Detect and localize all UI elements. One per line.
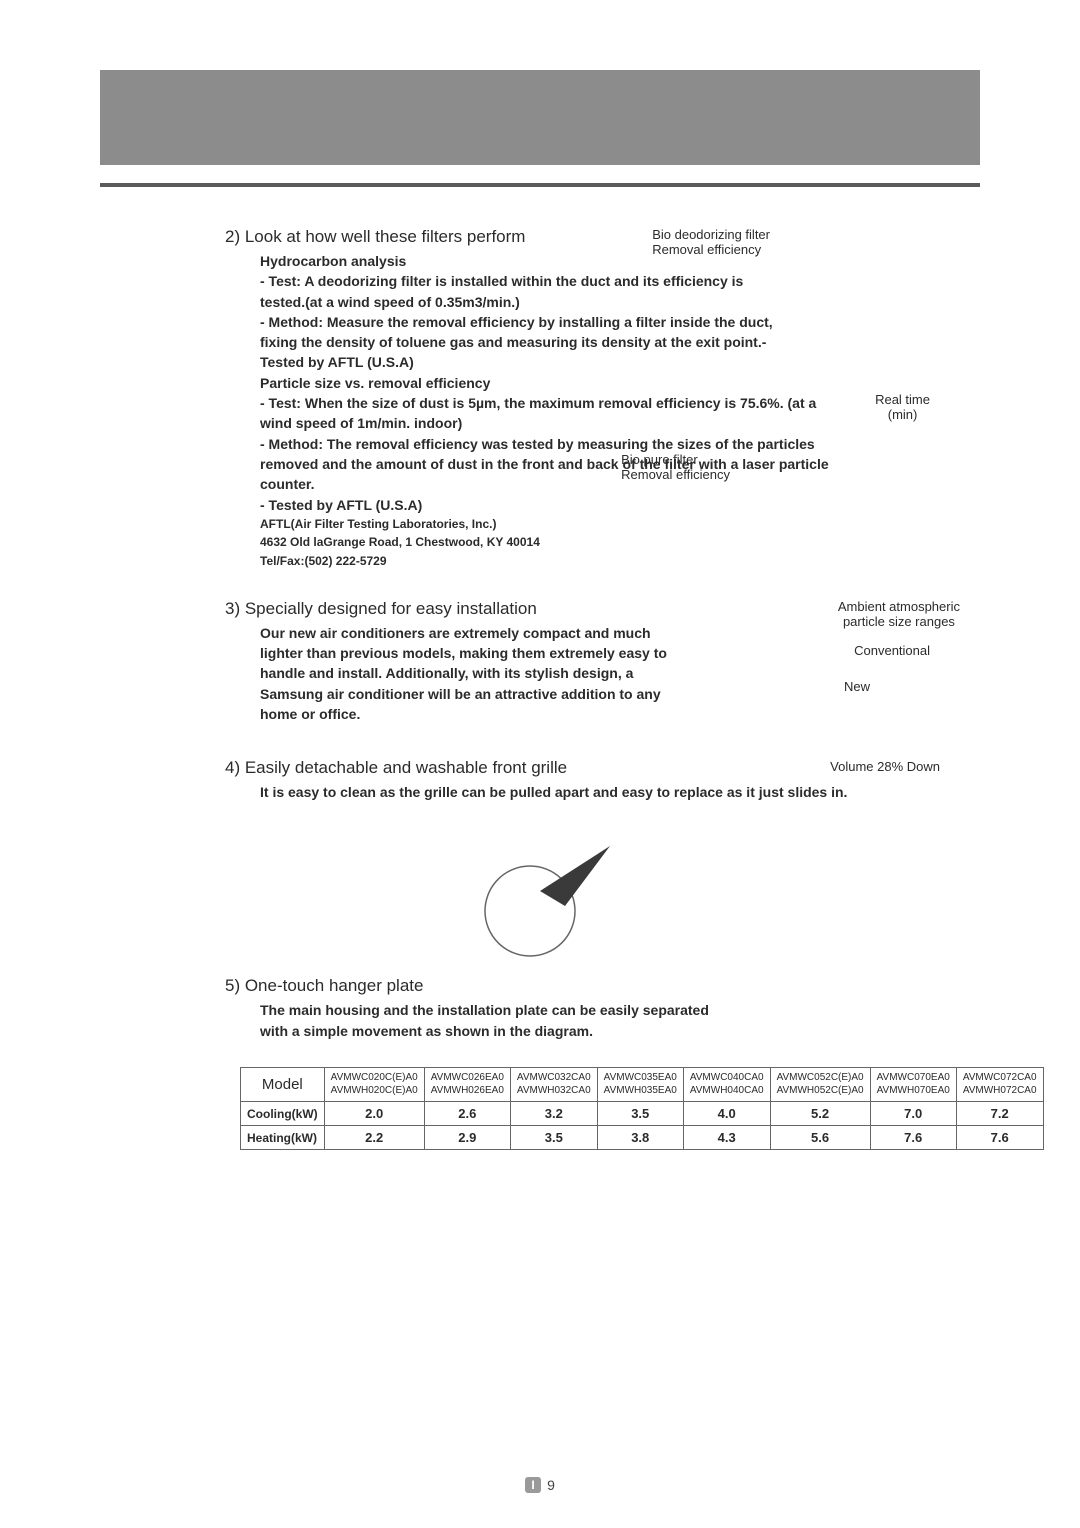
table-cell: 2.6 bbox=[424, 1102, 510, 1126]
col-head-bot: AVMWH032CA0 bbox=[510, 1085, 597, 1102]
table-cell: 3.2 bbox=[510, 1102, 597, 1126]
col-head-top: AVMWC040CA0 bbox=[683, 1068, 770, 1085]
page-number: 9 bbox=[547, 1477, 555, 1493]
particle-method: - Method: The removal efficiency was tes… bbox=[100, 434, 860, 495]
section-5: 5) One-touch hanger plate The main housi… bbox=[100, 976, 980, 1041]
caption-bio-deo-text: Bio deodorizing filter bbox=[652, 227, 770, 242]
col-head-bot: AVMWH052C(E)A0 bbox=[770, 1085, 870, 1102]
table-cell: 4.3 bbox=[683, 1126, 770, 1150]
table-cell: 3.8 bbox=[597, 1126, 683, 1150]
section-5-body: The main housing and the installation pl… bbox=[100, 1000, 720, 1041]
caption-realtime-text: Real time bbox=[875, 392, 930, 407]
table-row-cooling: Cooling(kW) 2.0 2.6 3.2 3.5 4.0 5.2 7.0 … bbox=[241, 1102, 1044, 1126]
table-cell: 7.6 bbox=[956, 1126, 1043, 1150]
col-head-bot: AVMWH020C(E)A0 bbox=[324, 1085, 424, 1102]
aftl-line-3: Tel/Fax:(502) 222-5729 bbox=[100, 552, 980, 571]
caption-volume-down: Volume 28% Down bbox=[830, 759, 940, 774]
hanger-figure bbox=[470, 826, 610, 966]
table-header-row-1: Model AVMWC020C(E)A0 AVMWC026EA0 AVMWC03… bbox=[241, 1068, 1044, 1085]
col-head-bot: AVMWH070EA0 bbox=[870, 1085, 956, 1102]
col-head-bot: AVMWH026EA0 bbox=[424, 1085, 510, 1102]
col-head-top: AVMWC032CA0 bbox=[510, 1068, 597, 1085]
caption-bio-pure: Bio pure filter Removal efficiency bbox=[621, 452, 730, 482]
table-cell: 2.0 bbox=[324, 1102, 424, 1126]
hydrocarbon-method: - Method: Measure the removal efficiency… bbox=[100, 312, 780, 373]
caption-ambient-2: particle size ranges bbox=[838, 614, 960, 629]
col-head-bot: AVMWH040CA0 bbox=[683, 1085, 770, 1102]
caption-conventional: Conventional bbox=[854, 643, 930, 658]
caption-volume-text: Volume 28% Down bbox=[830, 759, 940, 774]
table-cell: 2.9 bbox=[424, 1126, 510, 1150]
row-label-heating: Heating(kW) bbox=[241, 1126, 325, 1150]
page-footer: I 9 bbox=[0, 1477, 1080, 1493]
col-head-bot: AVMWH072CA0 bbox=[956, 1085, 1043, 1102]
content: 2) Look at how well these filters perfor… bbox=[100, 227, 980, 1150]
col-head-top: AVMWC070EA0 bbox=[870, 1068, 956, 1085]
table-cell: 3.5 bbox=[597, 1102, 683, 1126]
table-cell: 3.5 bbox=[510, 1126, 597, 1150]
section-3: 3) Specially designed for easy installat… bbox=[100, 599, 980, 724]
spec-table: Model AVMWC020C(E)A0 AVMWC026EA0 AVMWC03… bbox=[240, 1067, 1044, 1150]
footer-bullet-icon: I bbox=[525, 1477, 541, 1493]
table-header-row-2: AVMWH020C(E)A0 AVMWH026EA0 AVMWH032CA0 A… bbox=[241, 1085, 1044, 1102]
caption-ambient: Ambient atmospheric particle size ranges bbox=[838, 599, 960, 629]
caption-bio-pure-text: Bio pure filter bbox=[621, 452, 730, 467]
section-4-body: It is easy to clean as the grille can be… bbox=[100, 782, 980, 802]
col-head-top: AVMWC072CA0 bbox=[956, 1068, 1043, 1085]
hydrocarbon-test: - Test: A deodorizing filter is installe… bbox=[100, 271, 780, 312]
col-head-top: AVMWC020C(E)A0 bbox=[324, 1068, 424, 1085]
table-cell: 5.6 bbox=[770, 1126, 870, 1150]
caption-realtime: Real time (min) bbox=[875, 392, 930, 422]
caption-ambient-1: Ambient atmospheric bbox=[838, 599, 960, 614]
table-cell: 7.2 bbox=[956, 1102, 1043, 1126]
table-cell: 7.6 bbox=[870, 1126, 956, 1150]
col-head-top: AVMWC052C(E)A0 bbox=[770, 1068, 870, 1085]
header-underline bbox=[100, 183, 980, 187]
page: 2) Look at how well these filters perfor… bbox=[0, 0, 1080, 1528]
caption-removal-eff-2: Removal efficiency bbox=[621, 467, 730, 482]
table-row-heating: Heating(kW) 2.2 2.9 3.5 3.8 4.3 5.6 7.6 … bbox=[241, 1126, 1044, 1150]
caption-bio-deodorizing: Bio deodorizing filter Removal efficienc… bbox=[652, 227, 770, 257]
table-cell: 7.0 bbox=[870, 1102, 956, 1126]
caption-conventional-text: Conventional bbox=[854, 643, 930, 658]
particle-test: - Test: When the size of dust is 5µm, th… bbox=[100, 393, 820, 434]
table-cell: 2.2 bbox=[324, 1126, 424, 1150]
model-label-cell: Model bbox=[241, 1068, 325, 1102]
section-2: 2) Look at how well these filters perfor… bbox=[100, 227, 980, 571]
particle-heading: Particle size vs. removal efficiency bbox=[100, 373, 780, 393]
section-5-heading: 5) One-touch hanger plate bbox=[100, 976, 980, 996]
col-head-top: AVMWC026EA0 bbox=[424, 1068, 510, 1085]
section-3-body: Our new air conditioners are extremely c… bbox=[100, 623, 680, 724]
col-head-top: AVMWC035EA0 bbox=[597, 1068, 683, 1085]
caption-min-text: (min) bbox=[875, 407, 930, 422]
particle-tested-by: - Tested by AFTL (U.S.A) bbox=[100, 495, 780, 515]
table-cell: 4.0 bbox=[683, 1102, 770, 1126]
caption-removal-eff-1: Removal efficiency bbox=[652, 242, 770, 257]
row-label-cooling: Cooling(kW) bbox=[241, 1102, 325, 1126]
caption-new-text: New bbox=[844, 679, 870, 694]
header-bar bbox=[100, 70, 980, 165]
aftl-line-1: AFTL(Air Filter Testing Laboratories, In… bbox=[100, 515, 980, 534]
col-head-bot: AVMWH035EA0 bbox=[597, 1085, 683, 1102]
caption-new: New bbox=[844, 679, 870, 694]
table-cell: 5.2 bbox=[770, 1102, 870, 1126]
aftl-line-2: 4632 Old laGrange Road, 1 Chestwood, KY … bbox=[100, 533, 980, 552]
section-2-heading: 2) Look at how well these filters perfor… bbox=[100, 227, 980, 247]
